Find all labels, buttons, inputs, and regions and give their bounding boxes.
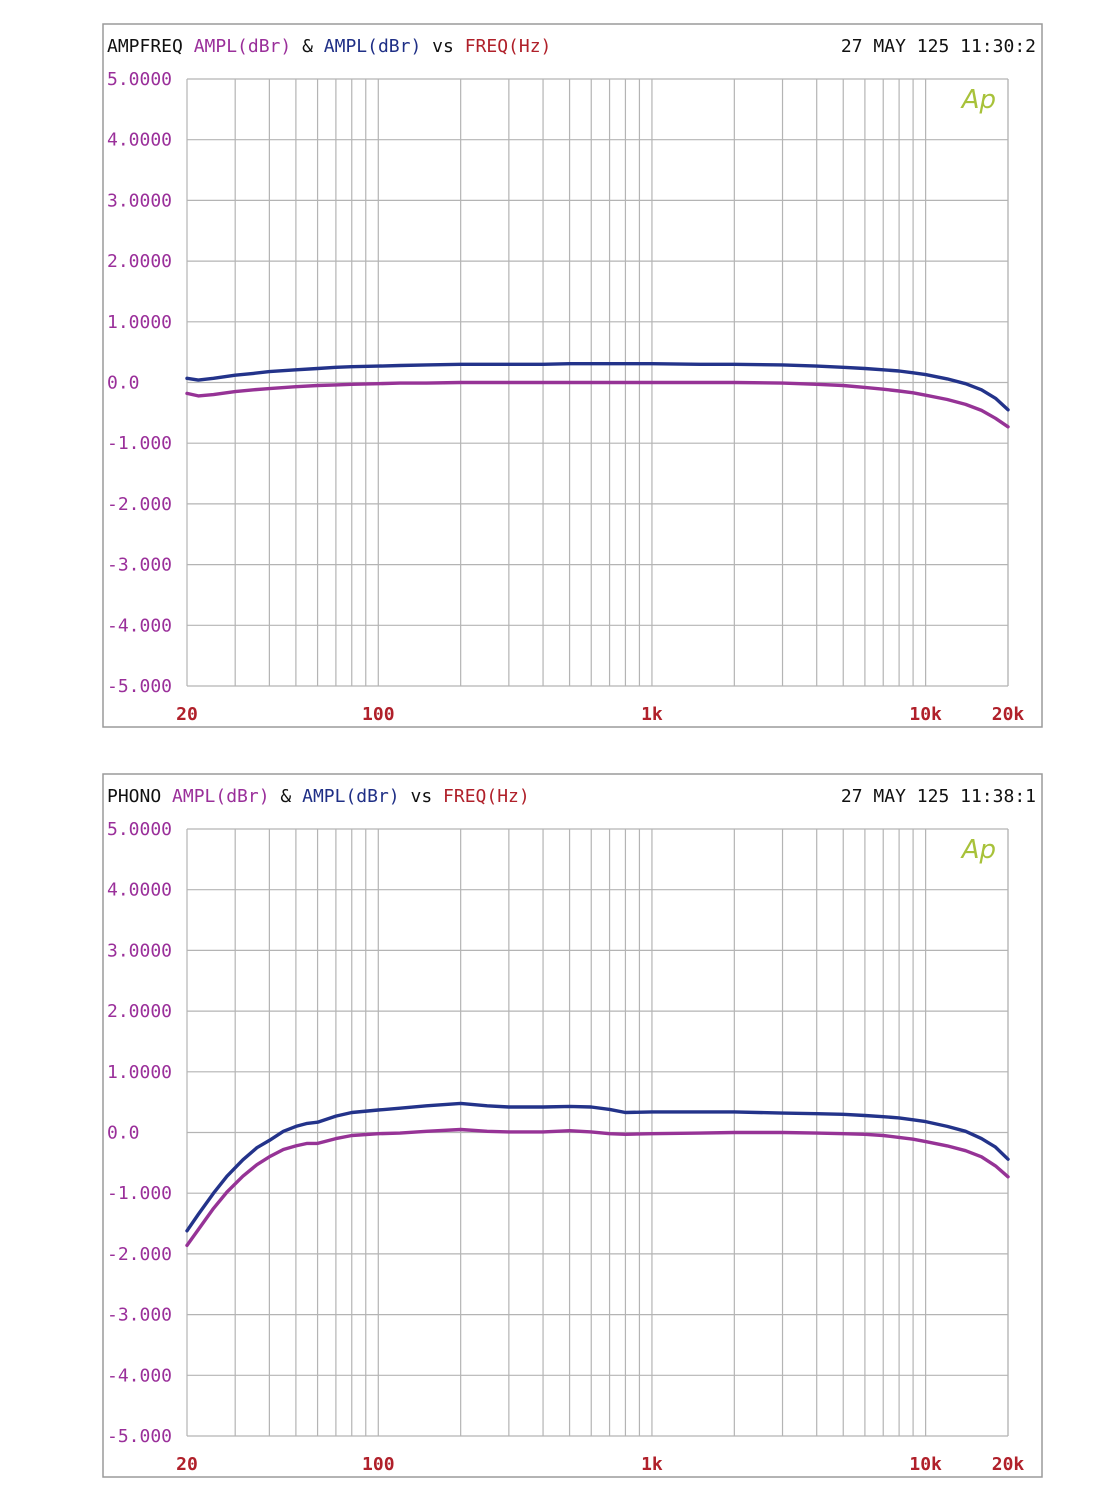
title-part: & <box>280 786 291 807</box>
title-space <box>161 786 172 807</box>
title-part: FREQ(Hz) <box>443 786 530 807</box>
y-tick-label: -2.000 <box>107 1244 172 1265</box>
x-tick-label: 10k <box>909 704 942 725</box>
y-tick-label: 2.0000 <box>107 1001 172 1022</box>
y-tick-label: 3.0000 <box>107 190 172 211</box>
ap-logo: Ap <box>960 835 996 865</box>
title-part: & <box>302 36 313 57</box>
y-tick-label: -5.000 <box>107 676 172 697</box>
chart-frame <box>102 773 1043 1478</box>
y-tick-label: 3.0000 <box>107 940 172 961</box>
ap-logo: Ap <box>960 85 996 115</box>
x-tick-label: 1k <box>641 1454 663 1475</box>
title-part: AMPL(dBr) <box>172 786 270 807</box>
title-part: vs <box>432 36 454 57</box>
series-line-2 <box>185 380 1010 429</box>
y-tick-label: 5.0000 <box>107 819 172 840</box>
title-space <box>421 36 432 57</box>
title-space <box>183 36 194 57</box>
x-tick-label: 20k <box>992 704 1025 725</box>
chart-timestamp: 27 MAY 125 11:30:2 <box>841 36 1036 57</box>
grid <box>186 828 1009 1437</box>
title-space <box>313 36 324 57</box>
chart-phono: PHONO AMPL(dBr) & AMPL(dBr) vs FREQ(Hz) 2… <box>102 773 1043 1478</box>
x-tick-label: 20 <box>176 704 198 725</box>
chart-title: AMPFREQ AMPL(dBr) & AMPL(dBr) vs FREQ(Hz… <box>107 36 551 57</box>
y-tick-label: -4.000 <box>107 1365 172 1386</box>
title-space <box>291 786 302 807</box>
title-part: AMPL(dBr) <box>302 786 400 807</box>
series-line-1 <box>185 362 1010 412</box>
title-part: PHONO <box>107 786 161 807</box>
title-part: AMPL(dBr) <box>324 36 422 57</box>
title-space <box>454 36 465 57</box>
chart-ampfreq: AMPFREQ AMPL(dBr) & AMPL(dBr) vs FREQ(Hz… <box>102 23 1043 728</box>
x-tick-label: 20k <box>992 1454 1025 1475</box>
title-space <box>400 786 411 807</box>
title-space <box>291 36 302 57</box>
title-part: AMPFREQ <box>107 36 183 57</box>
y-tick-label: 4.0000 <box>107 880 172 901</box>
y-tick-label: -2.000 <box>107 494 172 515</box>
y-tick-label: 5.0000 <box>107 69 172 90</box>
title-space <box>432 786 443 807</box>
y-tick-label: -4.000 <box>107 615 172 636</box>
x-tick-label: 20 <box>176 1454 198 1475</box>
y-tick-label: -1.000 <box>107 433 172 454</box>
y-tick-label: 1.0000 <box>107 1062 172 1083</box>
chart-timestamp: 27 MAY 125 11:38:1 <box>841 786 1036 807</box>
x-tick-label: 10k <box>909 1454 942 1475</box>
x-tick-label: 100 <box>362 1454 395 1475</box>
y-tick-label: 0.0 <box>107 373 140 394</box>
chart-frame <box>102 23 1043 728</box>
title-part: AMPL(dBr) <box>194 36 292 57</box>
y-tick-label: -3.000 <box>107 555 172 576</box>
y-tick-label: 2.0000 <box>107 251 172 272</box>
y-tick-label: -3.000 <box>107 1305 172 1326</box>
series-line-2 <box>185 1127 1010 1248</box>
y-tick-label: 4.0000 <box>107 130 172 151</box>
y-tick-label: -5.000 <box>107 1426 172 1447</box>
title-space <box>270 786 281 807</box>
x-tick-label: 1k <box>641 704 663 725</box>
chart-title: PHONO AMPL(dBr) & AMPL(dBr) vs FREQ(Hz) <box>107 786 530 807</box>
y-tick-label: -1.000 <box>107 1183 172 1204</box>
title-part: vs <box>411 786 433 807</box>
title-part: FREQ(Hz) <box>465 36 552 57</box>
x-tick-label: 100 <box>362 704 395 725</box>
series-line-1 <box>185 1101 1010 1233</box>
y-tick-label: 1.0000 <box>107 312 172 333</box>
y-tick-label: 0.0 <box>107 1123 140 1144</box>
